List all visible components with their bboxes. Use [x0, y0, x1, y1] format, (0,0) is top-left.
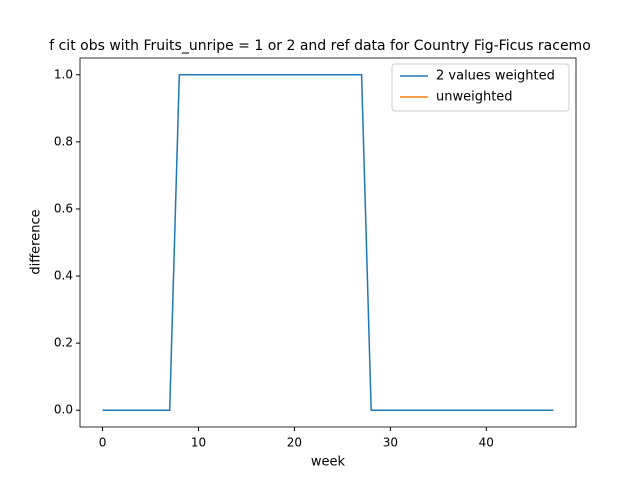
y-tick-label: 0.0 [54, 403, 73, 417]
y-tick-label: 0.8 [54, 134, 73, 148]
plot-frame [79, 57, 577, 428]
chart-title: f cit obs with Fruits_unripe = 1 or 2 an… [49, 38, 591, 54]
legend-box [391, 63, 570, 112]
x-tick-label: 0 [99, 436, 107, 450]
x-tick-label: 20 [287, 436, 302, 450]
legend-label: 2 values weighted [436, 69, 555, 84]
x-tick-label: 10 [191, 436, 206, 450]
legend-label: unweighted [436, 90, 513, 105]
x-tick-label: 30 [383, 436, 398, 450]
y-tick-label: 0.6 [54, 201, 73, 215]
y-tick-label: 0.2 [54, 336, 73, 350]
y-tick-label: 1.0 [54, 67, 73, 81]
line-series [102, 74, 554, 411]
x-tick-label: 40 [479, 436, 494, 450]
y-axis-label: difference [29, 209, 44, 274]
x-axis-label: week [311, 455, 346, 470]
y-tick-label: 0.4 [54, 269, 73, 283]
